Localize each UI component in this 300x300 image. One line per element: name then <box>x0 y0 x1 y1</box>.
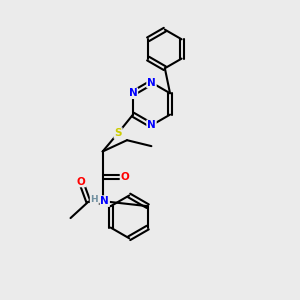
Text: N: N <box>147 77 156 88</box>
Text: H: H <box>91 195 98 204</box>
Text: N: N <box>147 120 156 130</box>
Text: O: O <box>121 172 129 182</box>
Text: O: O <box>76 176 85 187</box>
Text: N: N <box>129 88 137 98</box>
Text: S: S <box>114 128 122 138</box>
Text: N: N <box>100 196 109 206</box>
